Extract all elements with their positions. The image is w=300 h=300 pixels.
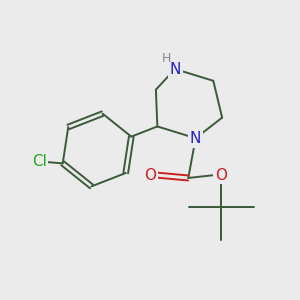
Text: O: O [215, 167, 227, 182]
Text: O: O [144, 167, 156, 182]
Text: N: N [169, 61, 181, 76]
Text: N: N [190, 131, 201, 146]
Text: H: H [162, 52, 172, 65]
Text: Cl: Cl [32, 154, 46, 169]
